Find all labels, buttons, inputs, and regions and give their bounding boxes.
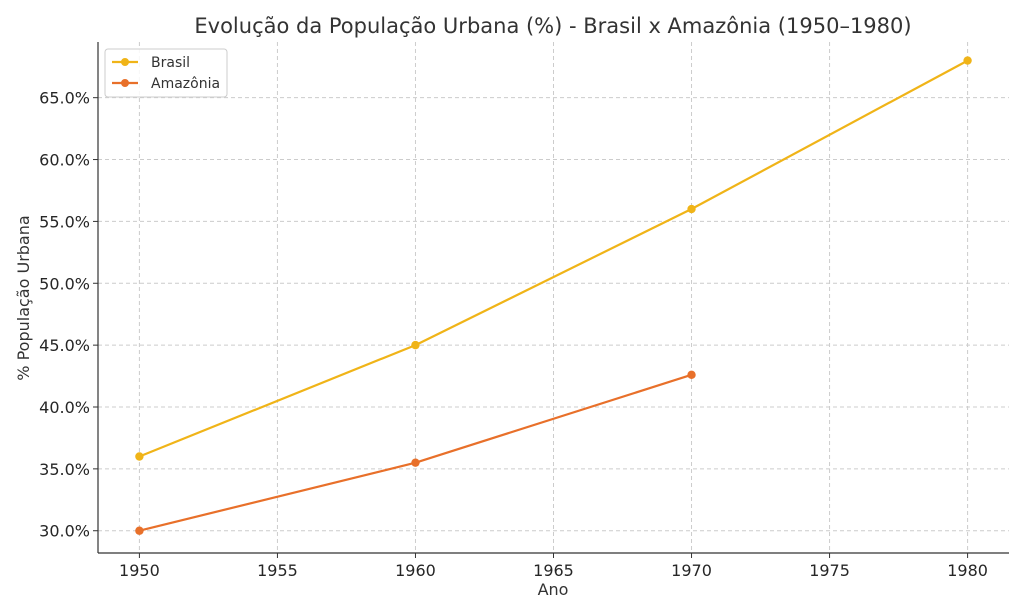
- y-tick-label: 65.0%: [39, 89, 90, 108]
- x-tick-label: 1950: [119, 561, 160, 580]
- legend-label-brasil: Brasil: [151, 55, 190, 71]
- y-tick-label: 45.0%: [39, 336, 90, 355]
- y-axis-label: % População Urbana: [14, 215, 33, 380]
- x-tick-label: 1970: [671, 561, 712, 580]
- y-tick-label: 30.0%: [39, 522, 90, 541]
- y-tick-label: 40.0%: [39, 398, 90, 417]
- data-point-brasil: [687, 204, 696, 214]
- data-point-amazonia: [687, 370, 696, 380]
- tick-labels: 1950 1955 1960 1965 1970 1975 1980 30.0% 35.0% 40…: [39, 89, 988, 580]
- legend: Brasil Amazônia: [104, 48, 228, 98]
- y-tick-label: 55.0%: [39, 212, 90, 231]
- x-tick-label: 1980: [947, 561, 988, 580]
- x-axis-label: Ano: [538, 580, 569, 599]
- y-tick-label: 60.0%: [39, 151, 90, 170]
- x-tick-label: 1955: [257, 561, 298, 580]
- x-tick-label: 1965: [533, 561, 574, 580]
- legend-marker-amazonia: [121, 79, 129, 87]
- legend-label-amazonia: Amazônia: [151, 76, 220, 92]
- data-point-amazonia: [411, 458, 420, 467]
- axes: [93, 42, 1009, 558]
- data-point-brasil: [411, 340, 420, 350]
- series: [135, 56, 972, 535]
- series-line-brasil: [138, 59, 969, 458]
- x-tick-label: 1960: [395, 561, 436, 580]
- chart-title: Evolução da População Urbana (%) - Brasi…: [194, 14, 911, 38]
- data-point-brasil: [135, 452, 144, 461]
- x-tick-label: 1975: [809, 561, 850, 580]
- y-tick-label: 50.0%: [39, 274, 90, 293]
- data-point-amazonia: [135, 526, 144, 535]
- data-point-brasil: [963, 56, 972, 65]
- y-tick-label: 35.0%: [39, 460, 90, 479]
- legend-marker-brasil: [121, 58, 129, 66]
- grid: [98, 42, 1009, 553]
